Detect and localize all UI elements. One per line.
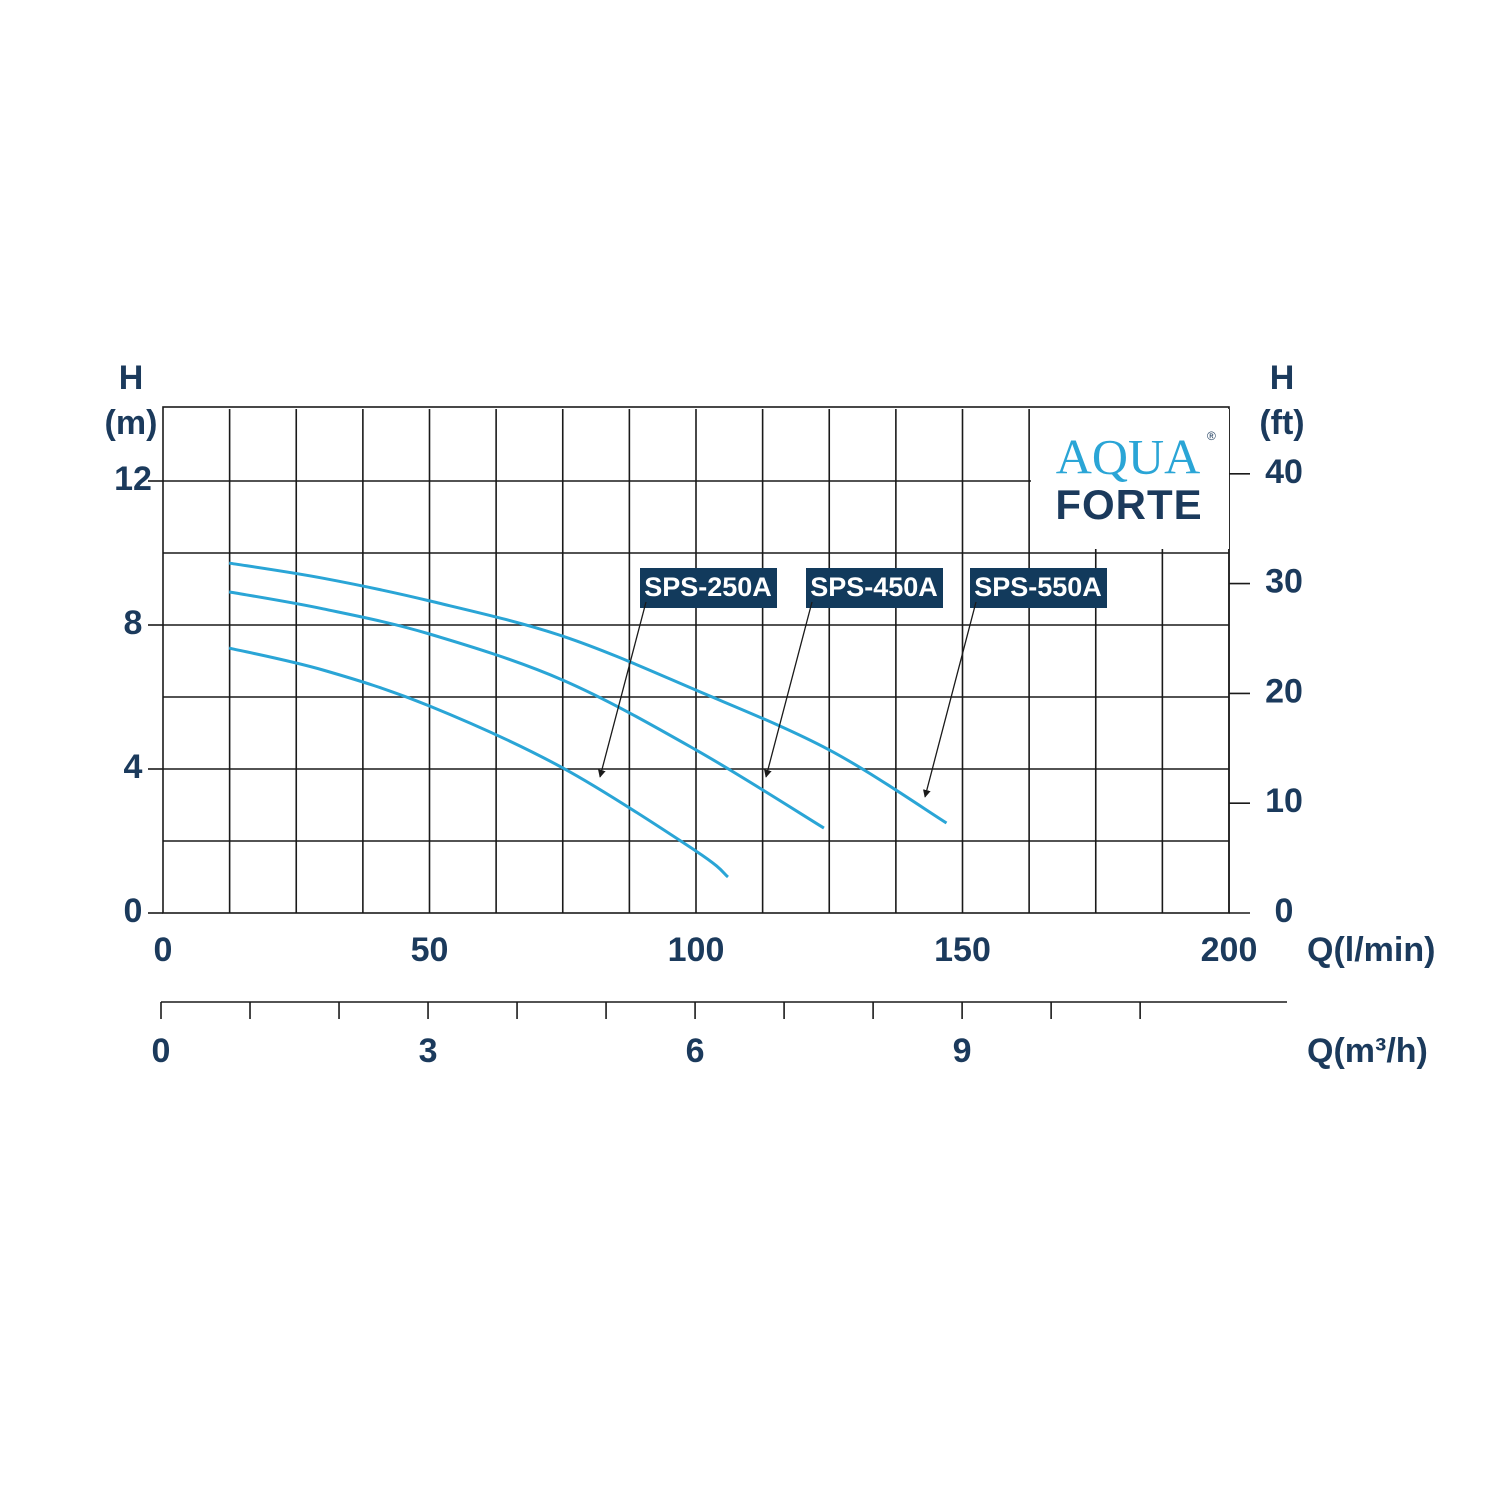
series-arrow	[764, 601, 813, 778]
y2-axis-label: (ft)	[1259, 404, 1304, 442]
y-tick-label: 0	[124, 892, 143, 930]
x2-tick-label: 0	[152, 1032, 171, 1070]
y-axis-label: H	[119, 359, 144, 397]
legend-label: SPS-250A	[644, 572, 772, 602]
x-tick-label: 0	[154, 931, 173, 969]
logo-mark: ®	[1207, 429, 1216, 443]
x-tick-label: 50	[411, 931, 449, 969]
plot-frame	[162, 406, 1230, 914]
x-axis-label: Q(l/min)	[1307, 931, 1435, 969]
y-tick-label: 4	[124, 748, 143, 786]
x2-tick-label: 6	[686, 1032, 705, 1070]
x2-axis-label: Q(m³/h)	[1307, 1032, 1428, 1070]
series-label-box	[806, 568, 943, 608]
y2-tick-label: 0	[1275, 892, 1294, 930]
logo-box	[1031, 409, 1229, 549]
legend-label: SPS-550A	[974, 572, 1102, 602]
series-label-box	[970, 568, 1107, 608]
y2-tick-label: 20	[1265, 672, 1303, 710]
x-tick-label: 150	[934, 931, 991, 969]
y2-tick-label: 40	[1265, 453, 1303, 491]
x-tick-label: 200	[1201, 931, 1258, 969]
logo-bottom: FORTE	[1055, 481, 1202, 528]
x2-tick-label: 3	[419, 1032, 438, 1070]
legend-label: SPS-450A	[810, 572, 938, 602]
curve	[228, 590, 825, 830]
series-arrow	[923, 601, 977, 798]
y-tick-label: 12	[114, 460, 152, 498]
series-label-box	[640, 568, 777, 608]
curve	[228, 646, 729, 879]
y2-tick-label: 10	[1265, 782, 1303, 820]
x2-tick-label: 9	[953, 1032, 972, 1070]
y2-axis-label: H	[1270, 359, 1295, 397]
logo-top: AQUA	[1056, 428, 1200, 484]
y2-tick-label: 30	[1265, 563, 1303, 601]
curve	[228, 561, 948, 825]
series-arrow	[598, 601, 647, 778]
x-tick-label: 100	[668, 931, 725, 969]
y-axis-label: (m)	[105, 404, 158, 442]
y-tick-label: 8	[124, 604, 143, 642]
